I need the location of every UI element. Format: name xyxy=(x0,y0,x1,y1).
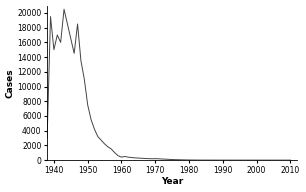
X-axis label: Year: Year xyxy=(161,177,183,186)
Y-axis label: Cases: Cases xyxy=(6,68,15,98)
